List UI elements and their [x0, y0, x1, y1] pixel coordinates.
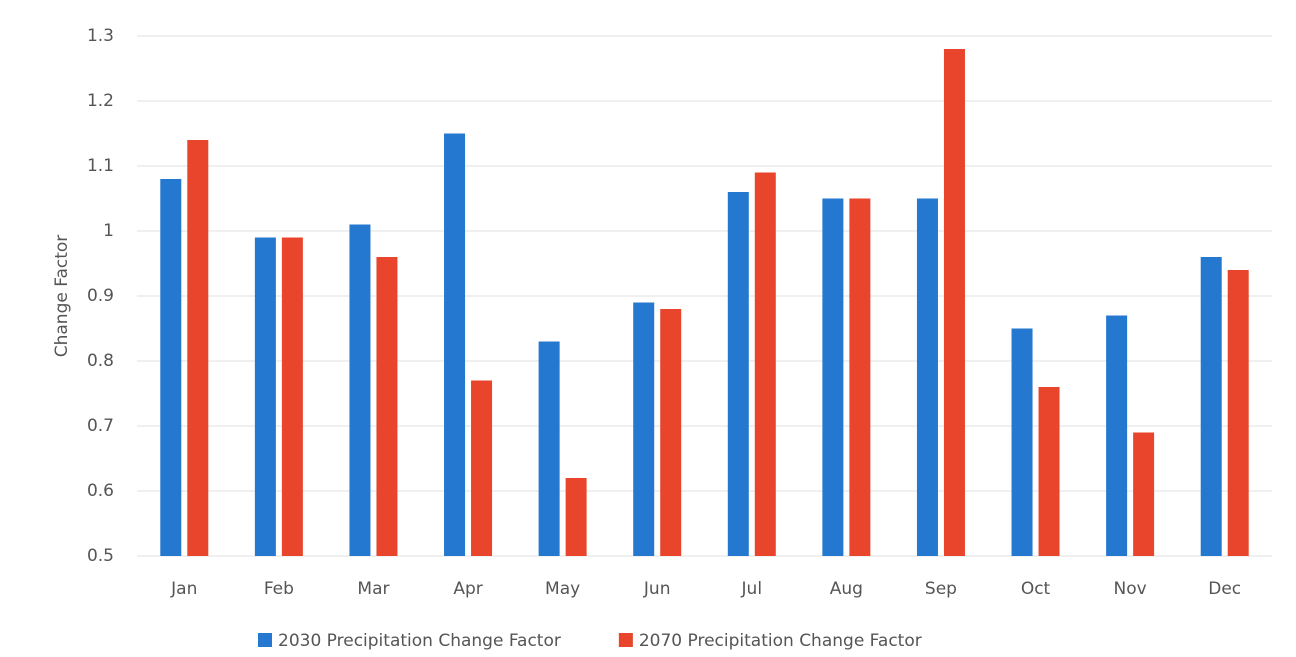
y-tick-label: 0.9 — [87, 286, 114, 306]
bar — [916, 198, 938, 556]
y-tick-label: 0.5 — [87, 546, 114, 566]
bar — [1038, 387, 1060, 556]
x-tick-label: Mar — [357, 579, 389, 599]
legend-label: 2070 Precipitation Change Factor — [639, 631, 922, 651]
bar — [444, 133, 466, 556]
bar — [754, 172, 776, 556]
legend-swatch — [618, 633, 633, 647]
x-tick-label: Apr — [453, 579, 482, 599]
bar — [943, 49, 965, 556]
legend-swatch — [258, 633, 272, 647]
bar — [822, 198, 844, 556]
bar — [849, 198, 871, 556]
x-tick-label: Oct — [1021, 579, 1051, 599]
y-tick-label: 0.7 — [87, 416, 114, 436]
x-tick-label: Dec — [1208, 579, 1241, 599]
legend-label: 2030 Precipitation Change Factor — [278, 631, 561, 651]
bar — [1106, 315, 1128, 556]
x-tick-label: Feb — [264, 579, 294, 599]
bar — [1227, 270, 1249, 556]
y-tick-label: 1 — [103, 221, 114, 241]
y-tick-label: 0.8 — [87, 351, 114, 371]
y-tick-label: 1.2 — [87, 91, 114, 111]
bar — [1133, 432, 1155, 556]
y-tick-label: 1.1 — [87, 156, 114, 176]
bar — [254, 237, 276, 556]
x-tick-label: May — [545, 579, 580, 599]
bar — [376, 257, 398, 556]
bar — [281, 237, 303, 556]
bar — [349, 224, 371, 556]
y-tick-label: 0.6 — [87, 481, 114, 501]
bar — [565, 478, 587, 556]
bar — [633, 302, 655, 556]
bar — [1011, 328, 1033, 556]
x-tick-label: Nov — [1114, 579, 1147, 599]
x-tick-label: Aug — [830, 579, 863, 599]
bar — [538, 341, 560, 556]
y-tick-label: 1.3 — [87, 26, 114, 46]
bar — [660, 309, 682, 556]
x-tick-label: Sep — [925, 579, 957, 599]
bar — [471, 380, 493, 556]
bar — [727, 192, 749, 556]
y-axis-label: Change Factor — [52, 235, 72, 358]
x-tick-label: Jun — [643, 579, 671, 599]
bar — [1200, 257, 1222, 556]
bar — [160, 179, 182, 556]
x-tick-label: Jul — [741, 579, 763, 599]
bar — [187, 140, 209, 556]
x-tick-label: Jan — [170, 579, 197, 599]
